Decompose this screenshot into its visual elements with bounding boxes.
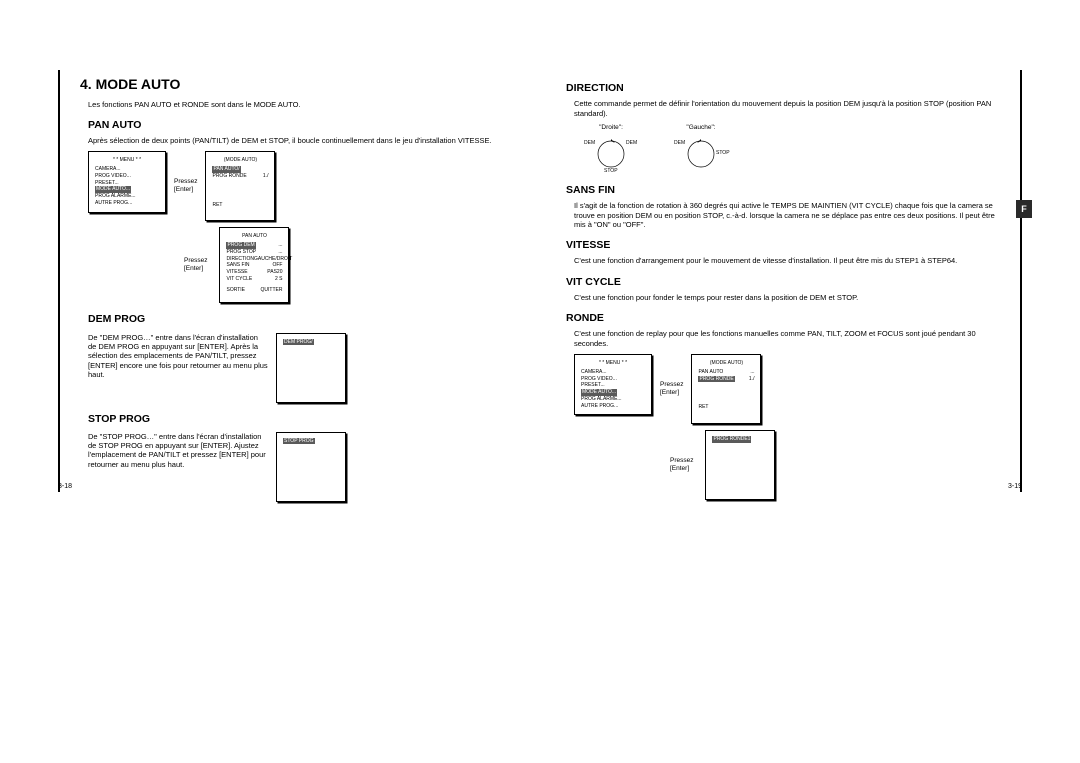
menu-title: (MODE AUTO)	[698, 360, 754, 367]
menu-title: (MODE AUTO)	[212, 157, 268, 164]
menu-item: PROG VIDEO...	[95, 173, 159, 180]
dem-label: DEM	[674, 140, 685, 146]
page-right: DIRECTION Cette commande permet de défin…	[540, 70, 1022, 492]
pressez-label: Pressez [Enter]	[670, 457, 693, 473]
menu-item: PRESET...	[95, 180, 159, 187]
menu-row: PAN AUTO...	[698, 369, 754, 376]
screen-stop-prog: STOP PROG	[276, 432, 346, 502]
direction-diagrams: "Droite": DEM DEM STOP "Gauche":	[586, 124, 1000, 174]
screen-ronde: PROG RONDE1	[705, 430, 775, 500]
menu-item: MODE AUTO...	[95, 186, 159, 193]
text-pan-auto: Après sélection de deux points (PAN/TILT…	[88, 136, 514, 145]
diagram-gauche: "Gauche": DEM STOP	[676, 124, 726, 174]
text-dem-prog: De "DEM PROG…" entre dans l'écran d'inst…	[88, 333, 268, 380]
pressez-label: Pressez [Enter]	[660, 381, 683, 397]
diag-label: "Droite":	[586, 124, 636, 132]
menu-title: * * MENU * *	[95, 157, 159, 164]
row-menus-1: * * MENU * * CAMERA... PROG VIDEO... PRE…	[88, 151, 514, 221]
row-menus-2: Pressez [Enter] PAN AUTO PROG DEM... PRO…	[176, 227, 514, 303]
row-dem-prog: De "DEM PROG…" entre dans l'écran d'inst…	[88, 333, 514, 403]
stop-label: STOP	[716, 150, 730, 156]
menu-ret: RET	[212, 202, 268, 209]
menu-ret: RET	[698, 404, 754, 411]
menu-row: VIT CYCLE2 S	[226, 276, 282, 283]
menu-box-main: * * MENU * * CAMERA... PROG VIDEO... PRE…	[574, 354, 652, 415]
screen-label: PROG RONDE1	[712, 436, 751, 443]
pressez-label: Pressez [Enter]	[174, 178, 197, 194]
intro-text: Les fonctions PAN AUTO et RONDE sont dan…	[88, 100, 514, 109]
menu-item: CAMERA...	[581, 369, 645, 376]
heading-dem-prog: DEM PROG	[88, 313, 514, 326]
menu-row: DIRECTIONGAUCHE/DROIT	[226, 256, 282, 263]
menu-footer: SORTIEQUITTER	[226, 287, 282, 294]
menu-item: PROG ALARME...	[95, 193, 159, 200]
row-ronde-screen: Pressez [Enter] PROG RONDE1	[662, 430, 1000, 500]
dem-label: DEM	[626, 140, 637, 146]
menu-row: PROG RONDE1./	[698, 376, 754, 383]
screen-dem-prog: DEM PROG/	[276, 333, 346, 403]
menu-title: PAN AUTO	[226, 233, 282, 240]
menu-row: VITESSEPAS20	[226, 269, 282, 276]
dem-label: DEM	[584, 140, 595, 146]
stop-label: STOP	[604, 168, 618, 174]
menu-item: MODE AUTO...	[581, 389, 645, 396]
row-menus-right: * * MENU * * CAMERA... PROG VIDEO... PRE…	[574, 354, 1000, 424]
menu-title: * * MENU * *	[581, 360, 645, 367]
menu-row: PAN AUTO/	[212, 166, 268, 173]
text-ronde: C'est une fonction de replay pour que le…	[574, 329, 1000, 348]
section-title: 4. MODE AUTO	[80, 76, 514, 94]
screen-label: DEM PROG/	[283, 339, 314, 346]
menu-row: SANS FINOFF	[226, 262, 282, 269]
heading-ronde: RONDE	[566, 312, 1000, 325]
menu-row: PROG RONDE1./	[212, 173, 268, 180]
diag-label: "Gauche":	[676, 124, 726, 132]
menu-item: CAMERA...	[95, 166, 159, 173]
heading-sans-fin: SANS FIN	[566, 184, 1000, 197]
pressez-label: Pressez [Enter]	[184, 257, 207, 273]
menu-box-mode-auto: (MODE AUTO) PAN AUTO/ PROG RONDE1./ RET	[205, 151, 275, 221]
diagram-droite: "Droite": DEM DEM STOP	[586, 124, 636, 174]
text-sans-fin: Il s'agit de la fonction de rotation à 3…	[574, 201, 1000, 229]
menu-row: PROG STOP...	[226, 249, 282, 256]
text-vitesse: C'est une fonction d'arrangement pour le…	[574, 256, 1000, 265]
heading-direction: DIRECTION	[566, 82, 1000, 95]
menu-row: PROG DEM...	[226, 242, 282, 249]
menu-box-main: * * MENU * * CAMERA... PROG VIDEO... PRE…	[88, 151, 166, 212]
page-number: 3-19	[1008, 483, 1022, 492]
menu-item: AUTRE PROG...	[581, 403, 645, 410]
text-stop-prog: De "STOP PROG…" entre dans l'écran d'ins…	[88, 432, 268, 470]
page-left: 4. MODE AUTO Les fonctions PAN AUTO et R…	[58, 70, 540, 492]
row-stop-prog: De "STOP PROG…" entre dans l'écran d'ins…	[88, 432, 514, 502]
text-direction: Cette commande permet de définir l'orien…	[574, 99, 1000, 118]
page-number: 3-18	[58, 483, 72, 492]
heading-stop-prog: STOP PROG	[88, 413, 514, 426]
heading-vitesse: VITESSE	[566, 239, 1000, 252]
heading-pan-auto: PAN AUTO	[88, 119, 514, 132]
page-spread: 4. MODE AUTO Les fonctions PAN AUTO et R…	[58, 70, 1022, 492]
text-vit-cycle: C'est une fonction pour fonder le temps …	[574, 293, 1000, 302]
menu-box-mode-auto: (MODE AUTO) PAN AUTO... PROG RONDE1./ RE…	[691, 354, 761, 424]
menu-item: PROG ALARME...	[581, 396, 645, 403]
menu-box-pan-auto-detail: PAN AUTO PROG DEM... PROG STOP... DIRECT…	[219, 227, 289, 303]
menu-item: PRESET...	[581, 382, 645, 389]
heading-vit-cycle: VIT CYCLE	[566, 276, 1000, 289]
menu-item: AUTRE PROG...	[95, 200, 159, 207]
screen-label: STOP PROG	[283, 438, 315, 445]
menu-item: PROG VIDEO...	[581, 376, 645, 383]
